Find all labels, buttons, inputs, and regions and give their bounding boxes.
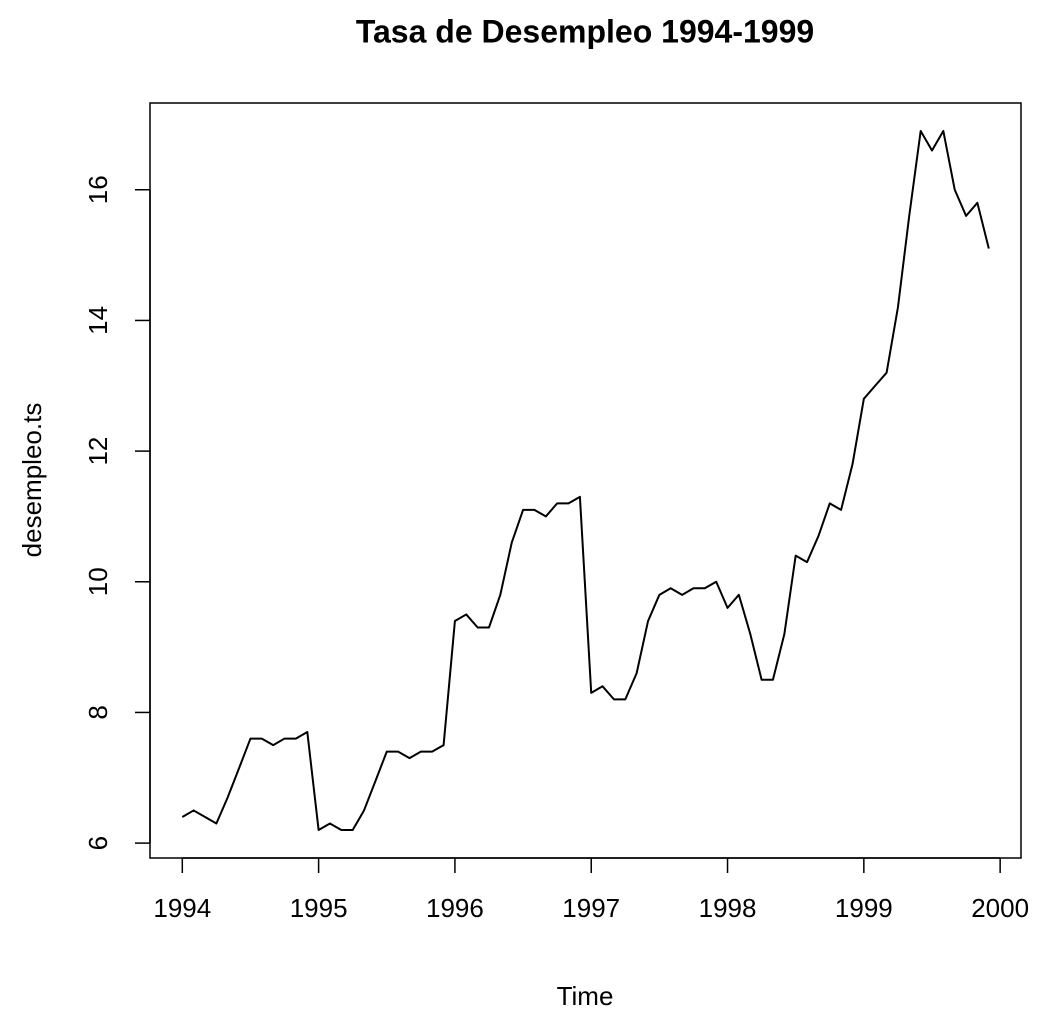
x-tick-label: 1994 bbox=[153, 893, 211, 923]
chart-title: Tasa de Desempleo 1994-1999 bbox=[356, 13, 814, 49]
x-tick-label: 1999 bbox=[835, 893, 893, 923]
data-line bbox=[181, 129, 990, 832]
x-tick-label: 1998 bbox=[699, 893, 757, 923]
y-tick-label: 10 bbox=[83, 567, 113, 596]
y-tick-label: 8 bbox=[83, 705, 113, 719]
x-tick-label: 1997 bbox=[562, 893, 620, 923]
y-tick-label: 12 bbox=[83, 437, 113, 466]
y-tick-label: 6 bbox=[83, 836, 113, 850]
y-axis-label: desempleo.ts bbox=[17, 403, 47, 558]
x-axis-label: Time bbox=[557, 981, 614, 1011]
x-tick-label: 2000 bbox=[971, 893, 1029, 923]
x-tick-label: 1995 bbox=[290, 893, 348, 923]
y-tick-label: 14 bbox=[83, 306, 113, 335]
y-tick-label: 16 bbox=[83, 175, 113, 204]
x-tick-label: 1996 bbox=[426, 893, 484, 923]
plot-box bbox=[149, 102, 1022, 859]
